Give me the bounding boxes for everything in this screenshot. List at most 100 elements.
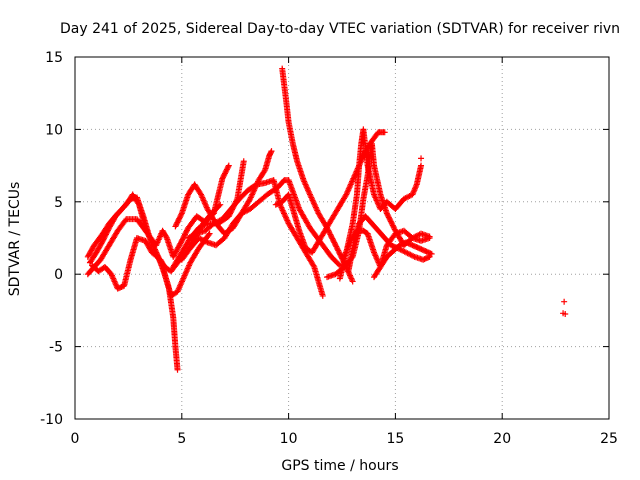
- data-point-arc9: [330, 238, 337, 245]
- data-point-arc11: [387, 218, 394, 225]
- data-point-arc4: [223, 167, 230, 174]
- data-point-arc4: [178, 237, 185, 244]
- x-tick-label: 20: [493, 431, 511, 447]
- data-point-arc4: [179, 236, 186, 243]
- data-point-arc2: [102, 231, 109, 238]
- data-point-arc6: [176, 214, 183, 221]
- data-marks: [84, 65, 569, 373]
- data-point-arc14: [426, 233, 433, 240]
- x-tick-label: 25: [600, 431, 618, 447]
- data-point-arc2: [206, 230, 213, 237]
- data-point-arc11: [387, 217, 394, 224]
- data-point-arc2: [100, 236, 107, 243]
- data-point-arc6: [174, 218, 181, 225]
- data-point-arc6: [173, 222, 180, 229]
- data-point-arc4: [219, 175, 226, 182]
- data-point-arc11: [385, 213, 392, 220]
- data-point-arc4: [181, 232, 188, 239]
- data-point-arc9: [327, 232, 334, 239]
- data-point-arc10: [381, 129, 388, 136]
- plot-frame: [74, 56, 610, 420]
- data-point-arc9: [335, 248, 342, 255]
- data-point-arc9: [327, 231, 334, 238]
- y-tick-label: 15: [45, 50, 63, 66]
- data-point-arc6: [261, 168, 268, 175]
- data-point-arc4: [221, 171, 228, 178]
- data-point-arc4: [182, 230, 189, 237]
- data-point-arc9: [329, 236, 336, 243]
- data-point-arc4: [182, 231, 189, 238]
- data-point-arc6: [178, 211, 185, 218]
- data-point-arc4: [183, 227, 190, 234]
- data-point-arc9: [329, 235, 336, 242]
- data-point-arc6: [175, 216, 182, 223]
- y-tick-label: 0: [54, 267, 63, 283]
- tick-labels: 0 5 10 15 20 25 -10 -5 0 5 10 15: [40, 50, 618, 447]
- data-point-arc11: [389, 222, 396, 229]
- data-point-arc4: [220, 173, 227, 180]
- data-point-arc6: [174, 219, 181, 226]
- data-point-arc2: [99, 237, 106, 244]
- data-point-arc4: [178, 239, 185, 246]
- y-tick-label: -10: [40, 412, 63, 428]
- data-point-arc9: [333, 243, 340, 250]
- data-point-isolated: [418, 155, 425, 162]
- data-point-arc4: [163, 233, 170, 240]
- y-axis-label: SDTVAR / TECUs: [7, 182, 23, 297]
- data-point-arc8: [319, 292, 326, 299]
- data-point-arc2: [101, 235, 108, 242]
- data-point-arc4: [180, 235, 187, 242]
- data-point-arc4: [220, 174, 227, 181]
- x-tick-label: 15: [386, 431, 404, 447]
- data-point-arc9: [335, 247, 342, 254]
- data-point-isolated: [561, 298, 568, 305]
- data-point-arc6: [172, 223, 179, 230]
- data-point-arc2: [102, 232, 109, 239]
- data-point-arc9: [337, 251, 344, 258]
- data-point-arc2: [205, 231, 212, 238]
- data-point-arc9: [336, 250, 343, 257]
- data-point-arc8: [310, 262, 317, 269]
- data-point-arc11: [383, 210, 390, 217]
- data-point-arc11: [391, 225, 398, 232]
- data-point-arc11: [385, 214, 392, 221]
- data-point-arc2: [104, 227, 111, 234]
- data-point-arc9: [331, 240, 338, 247]
- data-point-arc6: [173, 220, 180, 227]
- data-point-isolated: [562, 311, 569, 318]
- data-point-arc6: [177, 212, 184, 219]
- data-point-arc4: [225, 162, 232, 169]
- data-point-arc9: [332, 242, 339, 249]
- data-point-arc6: [176, 215, 183, 222]
- data-point-arc11: [384, 211, 391, 218]
- data-point-arc9: [333, 244, 340, 251]
- x-tick-label: 0: [71, 431, 80, 447]
- data-point-arc4: [223, 166, 230, 173]
- data-point-arc4: [183, 228, 190, 235]
- data-point-arc8: [252, 182, 259, 189]
- data-point-arc11: [390, 223, 397, 230]
- data-point-arc9: [326, 230, 333, 237]
- data-point-arc11: [386, 215, 393, 222]
- x-axis-label: GPS time / hours: [281, 458, 398, 474]
- y-tick-label: 10: [45, 122, 63, 138]
- data-point-arc9: [334, 246, 341, 253]
- data-point-arc11: [389, 221, 396, 228]
- data-point-arc12: [418, 162, 425, 169]
- data-point-arc15: [428, 250, 435, 257]
- data-point-arc2: [104, 228, 111, 235]
- data-point-arc9: [331, 239, 338, 246]
- y-tick-label: 5: [54, 195, 63, 211]
- x-tick-label: 10: [280, 431, 298, 447]
- data-point-arc9: [349, 278, 356, 285]
- data-point-arc4: [225, 163, 232, 170]
- data-point-arc6: [268, 148, 275, 155]
- data-point-arc9: [328, 234, 335, 241]
- data-point-arc5: [240, 158, 247, 165]
- data-point-arc4: [224, 165, 231, 172]
- data-point-arc4: [221, 170, 228, 177]
- y-tick-label: -5: [49, 340, 63, 356]
- data-point-arc4: [180, 233, 187, 240]
- chart-title: Day 241 of 2025, Sidereal Day-to-day VTE…: [60, 21, 620, 37]
